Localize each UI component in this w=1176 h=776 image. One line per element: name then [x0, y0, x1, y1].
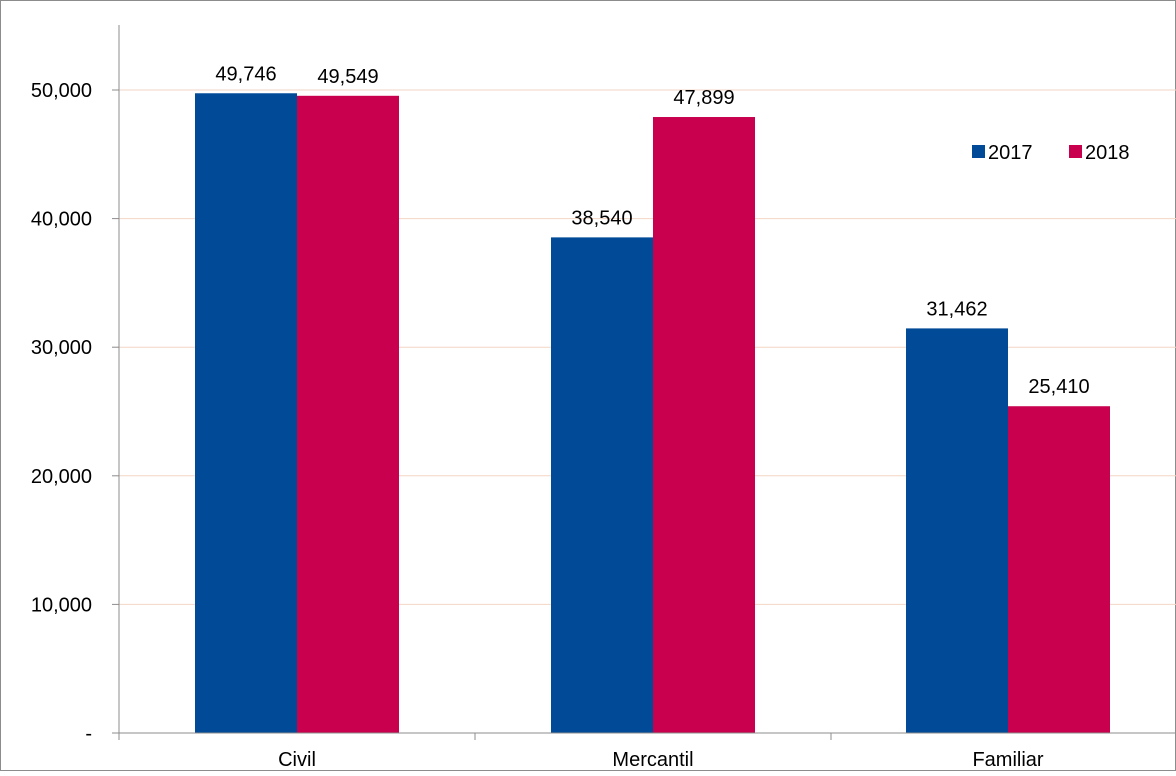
data-label: 49,549	[317, 66, 378, 88]
x-tick-label: Civil	[278, 749, 316, 771]
legend-label-2017: 2017	[988, 142, 1033, 164]
data-label: 47,899	[673, 87, 734, 109]
bar-2018-familiar	[1008, 406, 1110, 733]
legend-swatch-2017	[972, 145, 985, 158]
bar-2018-civil	[297, 95, 399, 733]
data-label: 31,462	[926, 298, 987, 320]
data-labels: 49,746 49,549 38,540 47,899 31,462 25,410	[215, 63, 1089, 398]
axes: - 10,000 20,000 30,000 40,000 50,000 Civil Merc…	[31, 25, 1176, 771]
legend: 2017 2018	[972, 142, 1130, 164]
data-label: 49,746	[215, 63, 276, 85]
y-tick-label: -	[85, 723, 92, 745]
legend-label-2018: 2018	[1085, 142, 1130, 164]
legend-swatch-2018	[1069, 145, 1082, 158]
y-tick-label: 50,000	[31, 80, 92, 102]
bar-2017-familiar	[906, 328, 1008, 733]
x-tick-label: Familiar	[972, 749, 1043, 771]
data-label: 38,540	[571, 207, 632, 229]
y-tick-label: 20,000	[31, 466, 92, 488]
bar-2017-mercantil	[551, 237, 653, 733]
y-tick-label: 40,000	[31, 209, 92, 231]
bar-2017-civil	[195, 93, 297, 734]
bars	[195, 93, 1110, 734]
data-label: 25,410	[1028, 376, 1089, 398]
bar-2018-mercantil	[653, 117, 755, 733]
y-tick-label: 10,000	[31, 594, 92, 616]
x-tick-label: Mercantil	[612, 749, 693, 771]
y-tick-label: 30,000	[31, 337, 92, 359]
